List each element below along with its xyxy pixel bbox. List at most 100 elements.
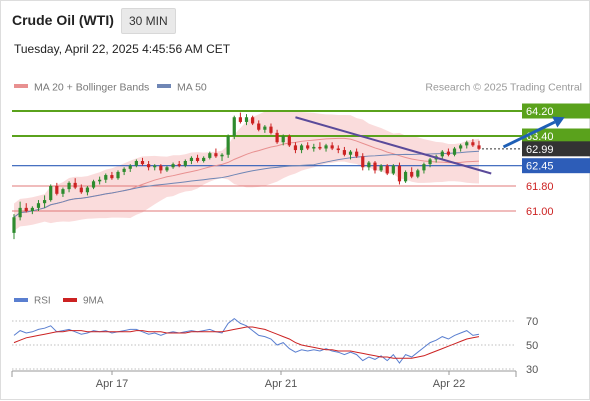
rsi-legend-swatch [14, 298, 28, 302]
candle-body [140, 161, 145, 165]
candle-body [459, 145, 463, 149]
candle-body [30, 207, 34, 211]
candle [330, 142, 334, 151]
candle [85, 186, 90, 196]
candle [391, 164, 395, 176]
resistance-tag [522, 103, 590, 119]
timeframe-button[interactable]: 30 MIN [121, 8, 176, 34]
candle-body [195, 157, 200, 161]
candle-body [153, 165, 157, 168]
candle-body [324, 145, 328, 149]
candle-body [183, 161, 187, 166]
candle [42, 195, 47, 208]
candle [208, 151, 212, 160]
candle-body [385, 165, 389, 174]
candle [452, 146, 457, 157]
candle [440, 150, 444, 160]
source-credit: Research © 2025 Trading Central [425, 82, 582, 94]
candle-body [171, 164, 175, 168]
rsi-ma-line [13, 326, 480, 359]
candle-body [220, 154, 224, 157]
candle-body [177, 164, 181, 166]
candle [110, 171, 114, 180]
candle [24, 203, 28, 213]
rsi-tick-label: 30 [526, 364, 538, 376]
time-axis: Apr 17 Apr 21 Apr 22 [11, 370, 517, 390]
candle-body [477, 145, 481, 149]
candlestick-layer [12, 112, 481, 240]
candle [318, 142, 322, 151]
last-price-tag [522, 141, 590, 157]
candle-body [391, 165, 395, 174]
candle [202, 156, 206, 163]
candle-body [202, 157, 206, 161]
candle-body [55, 186, 59, 194]
instrument-title: Crude Oil (WTI) [12, 12, 114, 28]
candle [104, 173, 108, 183]
candle [30, 206, 34, 215]
candle-body [12, 217, 16, 233]
candle [287, 134, 291, 147]
candle-body [287, 136, 291, 146]
candle [385, 164, 389, 176]
timestamp-label: Tuesday, April 22, 2025 4:45:56 AM CET [14, 42, 231, 56]
candle [238, 112, 242, 124]
time-tick-label: Apr 22 [433, 378, 465, 390]
candle [373, 161, 377, 174]
candle-body [85, 187, 90, 193]
resistance-label: 64.20 [526, 106, 554, 118]
candle-body [232, 117, 236, 136]
candle [428, 157, 432, 168]
candle [403, 170, 408, 183]
candle-body [61, 189, 65, 194]
candle [299, 143, 304, 154]
candle-body [299, 145, 304, 151]
candle-body [49, 186, 53, 201]
pivot-tag [522, 158, 590, 174]
candle-body [379, 165, 383, 171]
candle [128, 164, 132, 172]
forecast-arrow-shaft [502, 120, 556, 149]
candle-body [251, 117, 255, 124]
candle-body [410, 171, 414, 177]
candle [306, 142, 310, 151]
candle [79, 184, 83, 194]
candle-body [428, 159, 432, 165]
candle-body [226, 136, 230, 155]
candle-body [397, 165, 402, 182]
candle [397, 162, 402, 185]
candle-body [312, 146, 316, 149]
candle-body [336, 148, 340, 151]
candle-body [281, 136, 285, 143]
candle-body [465, 142, 469, 146]
rsi-line [13, 317, 480, 364]
candle-body [79, 187, 83, 193]
candle-body [36, 203, 41, 208]
candle-body [208, 153, 212, 158]
candle [312, 143, 316, 152]
candle-body [471, 142, 475, 146]
price-legend: MA 20 + Bollinger Bands MA 50 Research ©… [14, 82, 582, 94]
candle [232, 115, 236, 140]
rsi-ma-legend-swatch [63, 298, 77, 302]
candle-body [18, 207, 22, 218]
candle-body [318, 146, 322, 149]
candle-body [293, 145, 298, 151]
last-price-label: 62.99 [526, 144, 554, 156]
candle-body [189, 157, 194, 161]
candle [342, 146, 346, 157]
candle [263, 125, 267, 133]
candle [189, 156, 194, 165]
candle-body [214, 153, 218, 157]
candle [214, 148, 218, 158]
candle-body [91, 181, 96, 188]
ma50-legend-swatch [157, 84, 171, 88]
candle-body [403, 171, 408, 182]
time-tick-label: Apr 17 [96, 378, 128, 390]
support-label: 61.80 [526, 181, 554, 193]
candle-body [104, 175, 108, 180]
candle [361, 153, 365, 171]
candle [171, 162, 175, 169]
candle [275, 129, 279, 144]
candle [61, 187, 65, 197]
